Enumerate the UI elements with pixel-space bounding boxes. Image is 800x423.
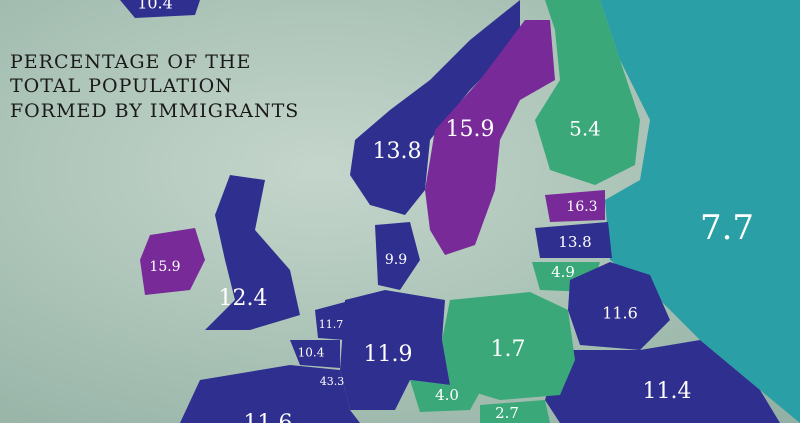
value-label: 11.6 xyxy=(244,411,293,423)
poland xyxy=(442,292,575,400)
value-label: 15.9 xyxy=(149,259,180,275)
norway xyxy=(350,0,520,215)
czechia xyxy=(410,380,480,412)
value-label: 43.3 xyxy=(320,375,345,388)
value-label: 4.0 xyxy=(435,386,459,404)
germany xyxy=(340,290,450,410)
iceland xyxy=(120,0,200,18)
belgium xyxy=(290,340,340,368)
value-label: 11.4 xyxy=(643,379,692,404)
title-line: TOTAL POPULATION xyxy=(10,75,233,97)
estonia xyxy=(545,190,605,222)
value-label: 1.7 xyxy=(491,337,526,362)
ireland xyxy=(140,228,205,295)
netherlands xyxy=(315,302,345,340)
denmark xyxy=(375,222,420,290)
value-label: 13.8 xyxy=(373,139,422,164)
value-label: 10.4 xyxy=(298,346,325,360)
value-label: 16.3 xyxy=(566,199,597,215)
slovakia xyxy=(480,400,550,423)
finland xyxy=(535,0,640,185)
value-label: 12.4 xyxy=(219,286,268,311)
ukraine xyxy=(545,340,780,423)
latvia xyxy=(535,222,612,258)
value-label: 4.9 xyxy=(551,263,575,281)
value-label: 9.9 xyxy=(385,252,407,268)
russia xyxy=(600,0,800,423)
title-line: PERCENTAGE OF THE xyxy=(10,51,251,73)
value-label: 15.9 xyxy=(446,117,495,142)
value-label: 7.7 xyxy=(700,208,754,248)
value-label: 5.4 xyxy=(569,117,601,141)
title-line: FORMED BY IMMIGRANTS xyxy=(10,100,299,122)
sweden xyxy=(425,20,555,255)
value-label: 13.8 xyxy=(558,233,591,251)
france xyxy=(180,365,360,423)
value-label: 11.6 xyxy=(602,304,638,323)
value-label: 11.9 xyxy=(364,342,413,367)
uk xyxy=(205,175,300,330)
value-label: 10.4 xyxy=(137,0,173,13)
belarus xyxy=(568,262,670,350)
value-label: 11.7 xyxy=(319,318,344,331)
value-label: 2.7 xyxy=(495,404,519,422)
